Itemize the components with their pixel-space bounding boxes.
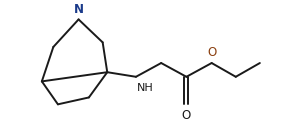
- Text: O: O: [207, 46, 216, 59]
- Text: O: O: [182, 109, 191, 122]
- Text: N: N: [74, 3, 84, 16]
- Text: NH: NH: [137, 83, 154, 93]
